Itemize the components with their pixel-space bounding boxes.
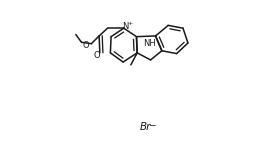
Text: Br: Br — [140, 122, 151, 132]
Text: O: O — [83, 41, 89, 50]
Text: NH: NH — [143, 39, 156, 48]
Text: +: + — [127, 21, 132, 26]
Text: N: N — [122, 22, 129, 31]
Text: −: − — [148, 120, 156, 129]
Text: O: O — [94, 51, 100, 60]
